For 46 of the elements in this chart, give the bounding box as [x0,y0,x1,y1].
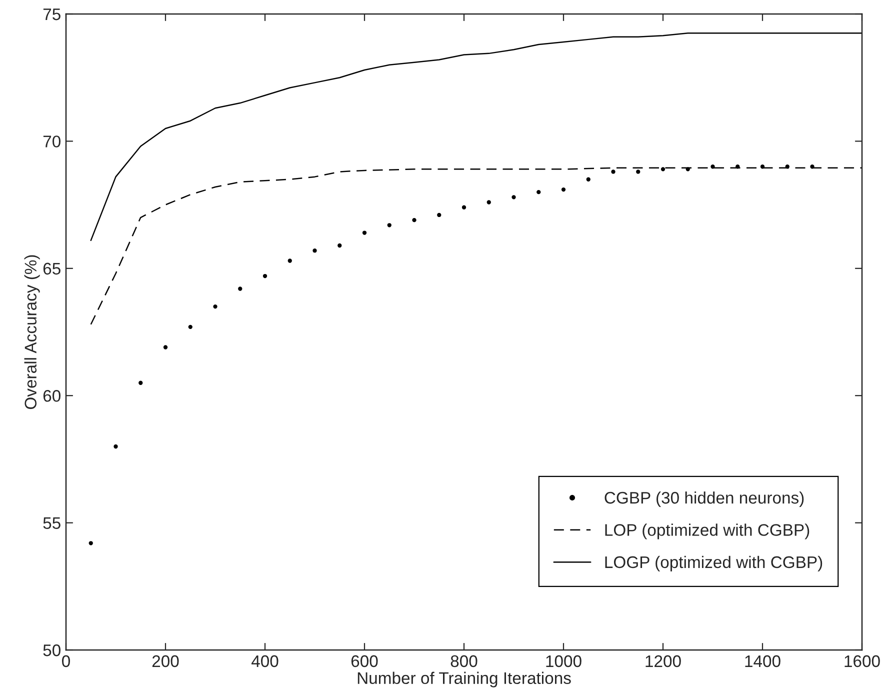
y-tick-label: 65 [43,262,60,275]
line-series [90,32,862,242]
legend-label: LOGP (optimized with CGBP) [605,556,822,572]
point [114,444,118,449]
point [710,164,715,169]
y-tick-label: 60 [43,390,60,402]
y-tick-label: 70 [43,136,60,148]
point [536,190,541,194]
x-tick-label: 1000 [546,655,582,668]
x-tick-label: 600 [351,655,378,668]
point [561,187,566,192]
point [238,286,242,291]
legend-label: LOP (optimized with CGBP) [605,524,810,540]
y-tick-label: 50 [43,644,60,656]
y-tick-label: 55 [43,517,60,530]
point [486,200,491,204]
y-tick-label: 75 [43,8,60,20]
point [611,170,616,174]
point [412,218,416,222]
point [163,345,168,350]
x-tick-label: 400 [251,655,278,668]
point [188,324,192,329]
y-axis-title: Overall Accuracy (%) [24,255,40,410]
x-tick-label: 800 [450,655,478,668]
point [213,304,218,309]
point [262,274,268,278]
x-tick-label: 200 [152,655,179,668]
point [660,167,666,172]
point [387,223,392,228]
x-tick-label: 1400 [745,655,780,668]
point [437,212,442,218]
x-tick-label: 0 [62,655,70,668]
point [586,177,590,182]
point [288,258,292,263]
x-tick-label: 1600 [844,655,880,668]
point [636,170,640,174]
x-axis-title: Number of Training Iterations [358,672,571,688]
point [138,380,143,385]
point [512,195,516,200]
legend-label: CGBP (30 hidden neurons) [604,491,804,507]
point [462,205,466,210]
point [312,248,317,253]
point [338,243,342,248]
x-tick-label: 1200 [646,655,681,668]
point [88,541,93,546]
point [362,230,367,235]
